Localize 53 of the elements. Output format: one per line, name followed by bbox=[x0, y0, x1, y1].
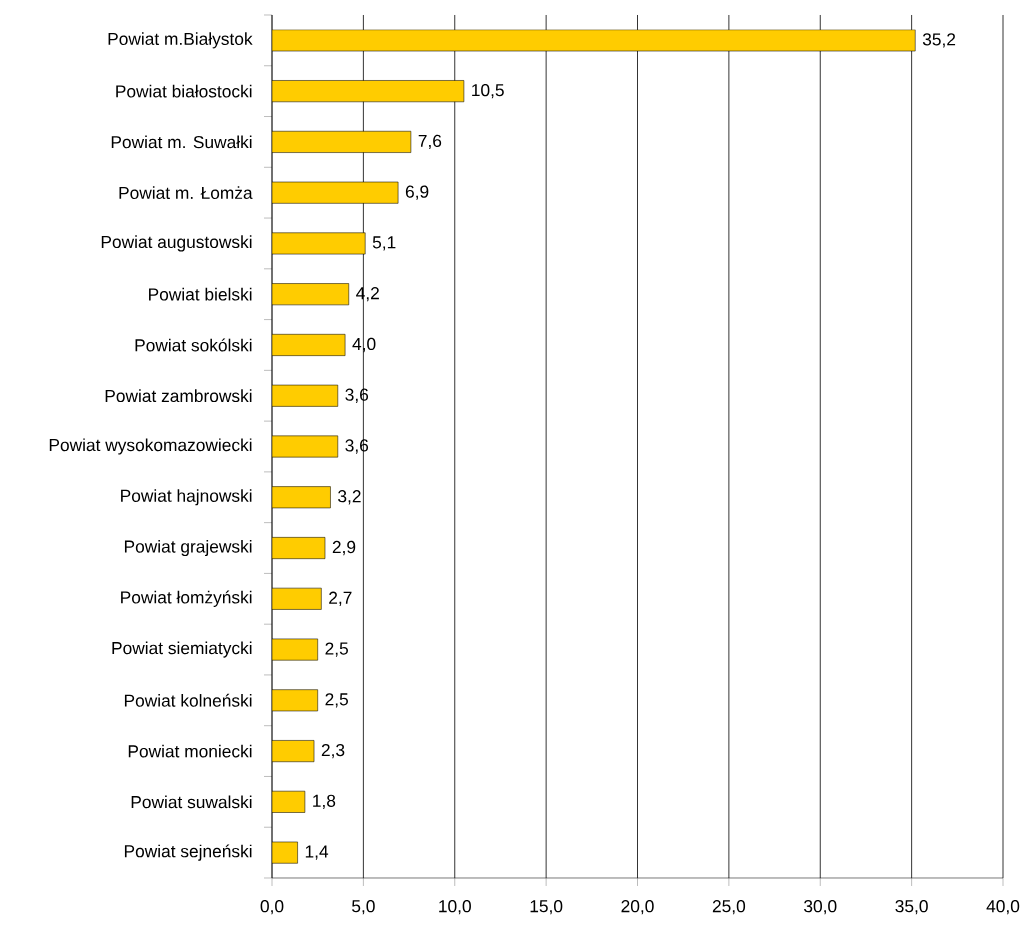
x-tick-label: 35,0 bbox=[895, 900, 928, 915]
data-label: 7,6 bbox=[418, 134, 442, 150]
y-tick-label: Powiat suwalski bbox=[131, 795, 252, 809]
data-label: 2,5 bbox=[325, 693, 348, 708]
y-tick-label: Powiat kolneński bbox=[124, 693, 252, 707]
data-label: 2,9 bbox=[332, 540, 356, 556]
bar bbox=[272, 334, 346, 356]
x-tick-label: 10,0 bbox=[439, 900, 471, 915]
bar bbox=[272, 486, 331, 509]
bar bbox=[272, 537, 326, 559]
bar bbox=[272, 689, 318, 712]
data-label: 5,1 bbox=[372, 236, 396, 251]
data-label: 2,7 bbox=[329, 591, 352, 606]
data-label: 6,9 bbox=[405, 185, 429, 200]
y-tick-label: Powiat m.Białystok bbox=[108, 32, 253, 49]
y-tick-label: Powiat zambrowski bbox=[105, 389, 252, 403]
y-tick-label: Powiat bielski bbox=[149, 287, 252, 301]
bar bbox=[272, 232, 366, 255]
bar bbox=[272, 587, 322, 610]
y-tick-label: Powiat m. Łomża bbox=[119, 186, 253, 200]
bar bbox=[272, 181, 399, 204]
y-tick-label: Powiat sokólski bbox=[135, 338, 252, 352]
y-tick-label: Powiat augustowski bbox=[101, 235, 252, 252]
y-tick-label: Powiat łomżyński bbox=[121, 590, 252, 607]
bar bbox=[272, 435, 339, 458]
data-label: 2,3 bbox=[321, 743, 345, 759]
data-label: 35,2 bbox=[922, 33, 956, 48]
x-tick-label: 5,0 bbox=[352, 900, 375, 915]
data-label: 1,8 bbox=[313, 794, 336, 810]
bar bbox=[272, 29, 916, 52]
x-tick-label: 20,0 bbox=[621, 900, 654, 915]
y-tick-label: Powiat m. Suwałki bbox=[111, 135, 252, 149]
y-tick-label: Powiat grajewski bbox=[124, 539, 252, 557]
x-tick-label: 0,0 bbox=[260, 900, 284, 915]
data-label: 1,4 bbox=[305, 845, 329, 860]
bar bbox=[272, 80, 465, 103]
y-tick-label: Powiat białostocki bbox=[116, 84, 252, 98]
y-tick-label: Powiat moniecki bbox=[128, 744, 252, 758]
x-tick-label: 15,0 bbox=[530, 900, 563, 915]
bar bbox=[272, 384, 339, 407]
bar bbox=[272, 130, 412, 153]
x-tick-label: 25,0 bbox=[712, 900, 746, 915]
x-tick-label: 30,0 bbox=[804, 900, 837, 915]
y-tick-label: Powiat sejneński bbox=[124, 844, 252, 861]
x-tick-label: 40,0 bbox=[986, 900, 1020, 915]
y-tick-label: Powiat siemiatycki bbox=[112, 641, 252, 658]
y-tick-label: Powiat hajnowski bbox=[121, 489, 252, 506]
y-tick-label: Powiat wysokomazowiecki bbox=[49, 438, 252, 455]
bar bbox=[272, 638, 318, 661]
data-label: 3,2 bbox=[338, 490, 361, 505]
data-label: 10,5 bbox=[472, 83, 504, 99]
bar bbox=[272, 283, 350, 306]
data-label: 2,5 bbox=[325, 642, 348, 657]
